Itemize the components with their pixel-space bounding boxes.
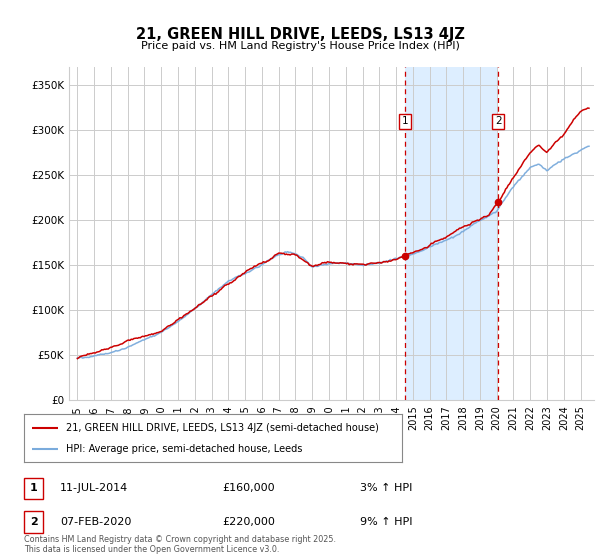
- Text: 07-FEB-2020: 07-FEB-2020: [60, 517, 131, 527]
- Text: 3% ↑ HPI: 3% ↑ HPI: [360, 483, 412, 493]
- Bar: [405, 67, 498, 400]
- Text: HPI: Average price, semi-detached house, Leeds: HPI: Average price, semi-detached house,…: [65, 444, 302, 454]
- Text: 9% ↑ HPI: 9% ↑ HPI: [360, 517, 413, 527]
- Text: 11-JUL-2014: 11-JUL-2014: [60, 483, 128, 493]
- Text: 21, GREEN HILL DRIVE, LEEDS, LS13 4JZ: 21, GREEN HILL DRIVE, LEEDS, LS13 4JZ: [136, 27, 464, 42]
- Text: 1: 1: [30, 483, 37, 493]
- Text: 1: 1: [401, 116, 408, 126]
- Text: 21, GREEN HILL DRIVE, LEEDS, LS13 4JZ (semi-detached house): 21, GREEN HILL DRIVE, LEEDS, LS13 4JZ (s…: [65, 423, 379, 433]
- Text: £220,000: £220,000: [222, 517, 275, 527]
- Text: Price paid vs. HM Land Registry's House Price Index (HPI): Price paid vs. HM Land Registry's House …: [140, 41, 460, 51]
- Text: £160,000: £160,000: [222, 483, 275, 493]
- Text: 2: 2: [30, 517, 37, 527]
- Text: Contains HM Land Registry data © Crown copyright and database right 2025.
This d: Contains HM Land Registry data © Crown c…: [24, 535, 336, 554]
- Text: 2: 2: [495, 116, 502, 126]
